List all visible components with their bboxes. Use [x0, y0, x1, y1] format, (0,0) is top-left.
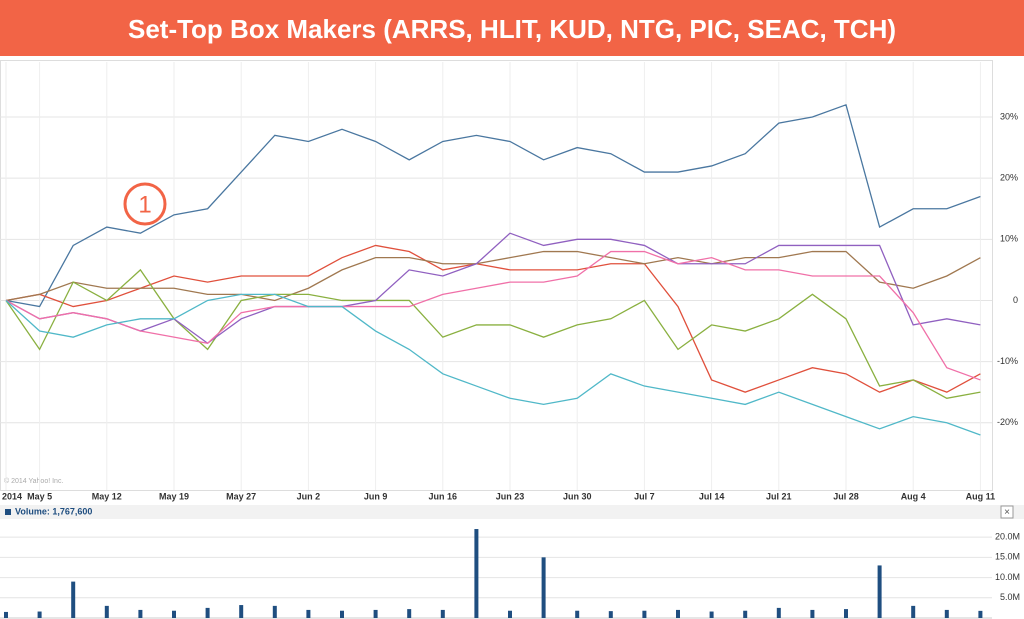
series-line: [5, 293, 981, 436]
x-tick-label: Aug 4: [901, 491, 926, 501]
volume-bar: [978, 610, 983, 618]
volume-bar: [272, 605, 277, 618]
y-tick-label: 15.0M: [995, 552, 1020, 562]
volume-bar: [440, 609, 445, 618]
y-tick-label: 20%: [1000, 173, 1018, 183]
volume-bar: [575, 610, 580, 618]
volume-bar: [373, 609, 378, 618]
volume-bar: [474, 529, 479, 618]
x-tick-label: Jul 14: [699, 491, 725, 501]
volume-title: Volume: 1,767,600: [15, 506, 92, 516]
volume-bar: [104, 605, 109, 618]
series-line: [5, 103, 981, 308]
plot-frame: [0, 60, 993, 491]
x-tick-label: 2014: [2, 491, 22, 501]
volume-bar: [37, 611, 42, 618]
volume-bar: [541, 557, 546, 618]
volume-bar: [743, 610, 748, 618]
y-tick-label: -20%: [997, 417, 1018, 427]
close-icon: ×: [1004, 507, 1010, 518]
volume-bar: [340, 610, 344, 618]
x-tick-label: May 19: [159, 491, 189, 501]
annotation: 1: [138, 191, 151, 218]
volume-bar: [172, 610, 176, 618]
volume-bar: [4, 611, 8, 618]
volume-bar: [508, 610, 512, 618]
page-title: Set-Top Box Makers (ARRS, HLIT, KUD, NTG…: [128, 14, 896, 44]
volume-bar: [676, 609, 680, 618]
volume-bar: [877, 565, 882, 618]
x-tick-label: Jul 21: [766, 491, 792, 501]
x-tick-label: Jul 28: [833, 491, 859, 501]
volume-bar: [306, 609, 311, 618]
y-tick-label: 10%: [1000, 234, 1018, 244]
volume-bar: [407, 609, 412, 618]
x-tick-label: Jul 7: [634, 491, 655, 501]
title-banner: [0, 0, 1024, 56]
series-line: [5, 250, 981, 302]
x-tick-label: May 27: [226, 491, 256, 501]
volume-bar: [709, 611, 714, 618]
x-tick-label: Jun 9: [364, 491, 388, 501]
volume-bar: [844, 609, 848, 618]
series-line: [5, 250, 981, 381]
volume-header: [0, 505, 1024, 519]
y-tick-label: 30%: [1000, 111, 1018, 121]
volume-bar: [944, 609, 949, 618]
volume-bar: [642, 610, 647, 618]
x-tick-label: May 5: [27, 491, 52, 501]
source: © 2014 Yahoo! Inc.: [4, 477, 63, 485]
volume-bar: [239, 605, 244, 618]
annotation-circle: [123, 182, 167, 226]
y-tick-label: 10.0M: [995, 572, 1020, 582]
volume-bar: [810, 609, 815, 618]
close-button[interactable]: [1000, 505, 1014, 519]
series-line: [5, 232, 981, 345]
x-tick-label: Jun 16: [429, 491, 458, 501]
volume-legend-swatch: [5, 509, 11, 515]
y-tick-label: 5.0M: [1000, 592, 1020, 602]
volume-bar: [776, 607, 781, 618]
volume-bar: [205, 607, 210, 618]
x-tick-label: Jun 30: [563, 491, 592, 501]
volume-bar: [71, 581, 76, 618]
x-tick-label: May 12: [92, 491, 122, 501]
y-tick-label: -10%: [997, 356, 1018, 366]
series-line: [5, 244, 981, 393]
x-tick-label: Jun 2: [297, 491, 321, 501]
x-tick-label: Jun 23: [496, 491, 525, 501]
y-tick-label: 20.0M: [995, 532, 1020, 542]
volume-bar: [608, 611, 613, 618]
volume-bar: [911, 605, 916, 618]
x-tick-label: Aug 11: [966, 491, 996, 501]
series-line: [5, 268, 981, 399]
volume-bar: [138, 609, 143, 618]
y-tick-label: 0: [1013, 295, 1018, 305]
